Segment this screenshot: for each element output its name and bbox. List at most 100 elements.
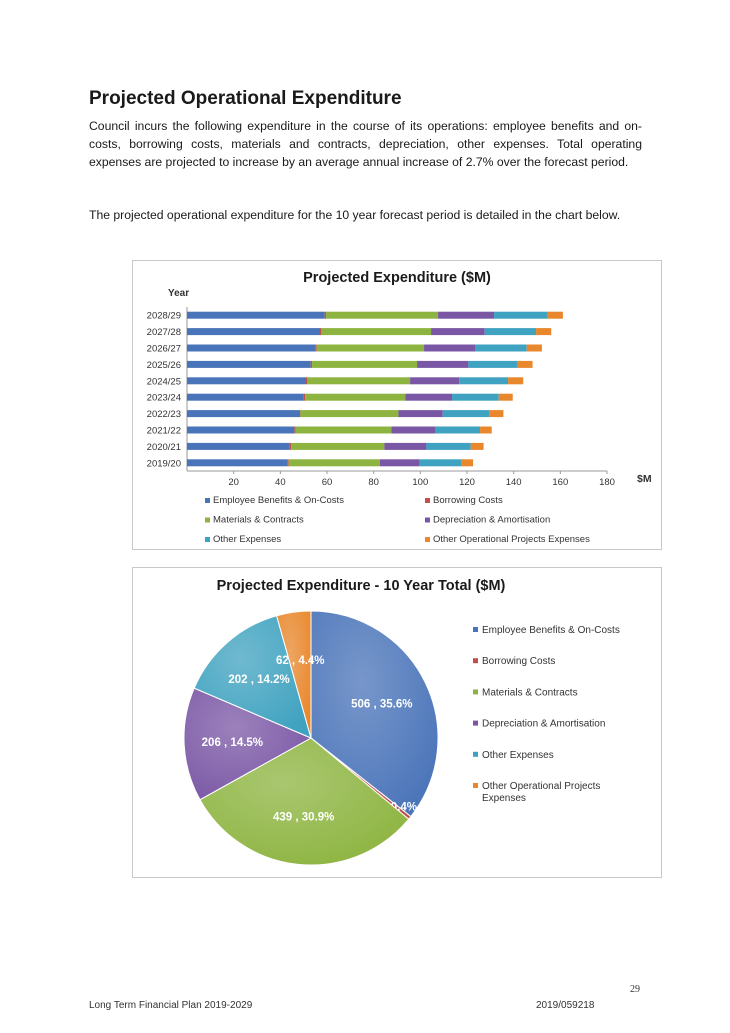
footer-document-title: Long Term Financial Plan 2019-2029 xyxy=(89,1000,253,1011)
intro-paragraph: Council incurs the following expenditure… xyxy=(89,119,642,169)
bar-segment-depreciation-amortisation xyxy=(438,311,495,319)
bar-segment-materials-contracts xyxy=(300,410,399,418)
legend-label: Employee Benefits & On-Costs xyxy=(482,625,620,636)
bar-segment-other-expenses xyxy=(426,442,471,450)
bar-chart-panel: Projected Expenditure ($M) Year 20 40 60 80 1… xyxy=(132,260,662,550)
bar-segment-other-operational-projects-expenses xyxy=(547,311,563,319)
bar-segment-materials-contracts xyxy=(288,459,380,467)
bar-segment-materials-contracts xyxy=(295,426,392,434)
bar-segment-other-operational-projects-expenses xyxy=(508,377,524,385)
pie-data-label: 62 , 4.4% xyxy=(276,655,325,667)
legend-swatch-borrowing-costs xyxy=(425,498,430,503)
legend-label: Employee Benefits & On-Costs xyxy=(213,495,344,506)
legend-label: Materials & Contracts xyxy=(213,515,304,526)
page-number: 29 xyxy=(630,984,640,995)
legend-swatch-employee-benefits-on-costs xyxy=(205,498,210,503)
pie-slice-materials-contracts xyxy=(199,737,410,866)
bar-segment-materials-contracts xyxy=(326,311,439,319)
bar-segment-other-operational-projects-expenses xyxy=(480,426,492,434)
bar-segment-depreciation-amortisation xyxy=(379,459,420,467)
bar-segment-employee-benefits-on-costs xyxy=(187,311,325,319)
legend-label: Depreciation & Amortisation xyxy=(482,719,605,730)
legend-swatch-borrowing-costs xyxy=(473,658,478,664)
legend-swatch-other-expenses xyxy=(205,537,210,542)
legend-label: Borrowing Costs xyxy=(433,495,503,506)
legend-swatch-depreciation-amortisation xyxy=(425,517,430,523)
bar-segment-other-operational-projects-expenses xyxy=(517,360,533,368)
bar-segment-employee-benefits-on-costs xyxy=(187,344,316,352)
bar-segment-other-operational-projects-expenses xyxy=(489,410,504,418)
legend-label: Expenses xyxy=(482,793,526,804)
legend-label: Borrowing Costs xyxy=(482,656,555,667)
bar-segment-other-expenses xyxy=(468,360,518,368)
bar-segment-employee-benefits-on-costs xyxy=(187,410,299,418)
footer-reference-number: 2019/059218 xyxy=(536,1000,595,1011)
bar-segment-borrowing-costs xyxy=(315,344,317,352)
x-tick-label: 180 xyxy=(599,477,615,488)
pie-slice-depreciation-amortisation xyxy=(183,687,313,801)
pie-chart-title: Projected Expenditure - 10 Year Total ($… xyxy=(216,578,506,594)
chart-intro-paragraph: The projected operational expenditure fo… xyxy=(89,208,621,222)
pie-chart: 506 , 35.6%6 , 0.4%439 , 30.9%206 , 14.5… xyxy=(183,610,620,866)
bar-segment-depreciation-amortisation xyxy=(431,328,485,336)
legend-swatch-employee-benefits-on-costs xyxy=(473,627,478,632)
y-tick-label: 2025/26 xyxy=(147,360,181,371)
legend-label: Materials & Contracts xyxy=(482,687,578,698)
y-tick-label: 2022/23 xyxy=(147,409,181,420)
bar-segment-materials-contracts xyxy=(307,377,411,385)
bar-segment-borrowing-costs xyxy=(303,393,306,401)
pie-slice-other-expenses xyxy=(193,615,312,739)
bar-segment-employee-benefits-on-costs xyxy=(187,360,311,368)
bar-segment-employee-benefits-on-costs xyxy=(187,393,304,401)
y-tick-label: 2024/25 xyxy=(147,376,181,387)
bar-segment-depreciation-amortisation xyxy=(417,360,469,368)
legend-label: Other Expenses xyxy=(482,750,554,761)
legend-swatch-materials-contracts xyxy=(473,689,478,695)
legend-swatch-depreciation-amortisation xyxy=(473,720,478,726)
legend-label: Other Operational Projects xyxy=(482,781,600,792)
legend-label: Other Operational Projects Expenses xyxy=(433,534,590,545)
bar-segment-borrowing-costs xyxy=(320,328,322,336)
bar-segment-depreciation-amortisation xyxy=(384,442,427,450)
pie-chart-panel: Projected Expenditure - 10 Year Total ($… xyxy=(132,567,662,878)
bar-segment-other-expenses xyxy=(442,410,490,418)
y-tick-label: 2019/20 xyxy=(147,458,181,469)
bar-chart-title: Projected Expenditure ($M) xyxy=(303,270,491,286)
bar-segment-materials-contracts xyxy=(312,360,418,368)
bar-segment-employee-benefits-on-costs xyxy=(187,442,290,450)
bar-segment-employee-benefits-on-costs xyxy=(187,426,295,434)
x-tick-label: 60 xyxy=(322,477,333,488)
legend-swatch-other-expenses xyxy=(473,751,478,757)
y-tick-label: 2026/27 xyxy=(147,344,181,355)
x-axis-label: $M xyxy=(637,473,652,485)
bar-segment-materials-contracts xyxy=(291,442,385,450)
bar-segment-other-expenses xyxy=(494,311,548,319)
bar-chart: Year 20 40 60 80 100 120 140 160 180 $M 2019/20 2020… xyxy=(147,288,652,545)
x-tick-label: 100 xyxy=(412,477,428,488)
pie-data-label: 506 , 35.6% xyxy=(351,699,412,711)
pie-data-label: 202 , 14.2% xyxy=(228,674,289,686)
bar-segment-borrowing-costs xyxy=(324,311,327,319)
bar-segment-other-operational-projects-expenses xyxy=(526,344,542,352)
legend-swatch-materials-contracts xyxy=(205,517,210,523)
pie-slice-other-operational-projects-expenses xyxy=(276,610,312,739)
legend-swatch-other-operational-projects-expenses xyxy=(473,783,478,788)
y-tick-label: 2023/24 xyxy=(147,393,181,404)
bar-segment-other-operational-projects-expenses xyxy=(536,328,552,336)
x-tick-label: 140 xyxy=(506,477,522,488)
x-tick-label: 80 xyxy=(368,477,379,488)
bar-segment-materials-contracts xyxy=(305,393,406,401)
y-tick-label: 2021/22 xyxy=(147,426,181,437)
bar-segment-other-operational-projects-expenses xyxy=(470,442,484,450)
bar-segment-materials-contracts xyxy=(321,328,432,336)
bar-segment-depreciation-amortisation xyxy=(410,377,460,385)
bar-segment-depreciation-amortisation xyxy=(405,393,453,401)
x-tick-label: 40 xyxy=(275,477,286,488)
y-tick-label: 2020/21 xyxy=(147,442,181,453)
pie-data-label: 206 , 14.5% xyxy=(202,737,263,749)
pie-slice-employee-benefits-on-costs xyxy=(310,610,439,818)
legend-label: Depreciation & Amortisation xyxy=(433,515,550,526)
y-axis-label: Year xyxy=(168,288,189,299)
bar-segment-other-expenses xyxy=(452,393,499,401)
bar-segment-other-expenses xyxy=(419,459,462,467)
